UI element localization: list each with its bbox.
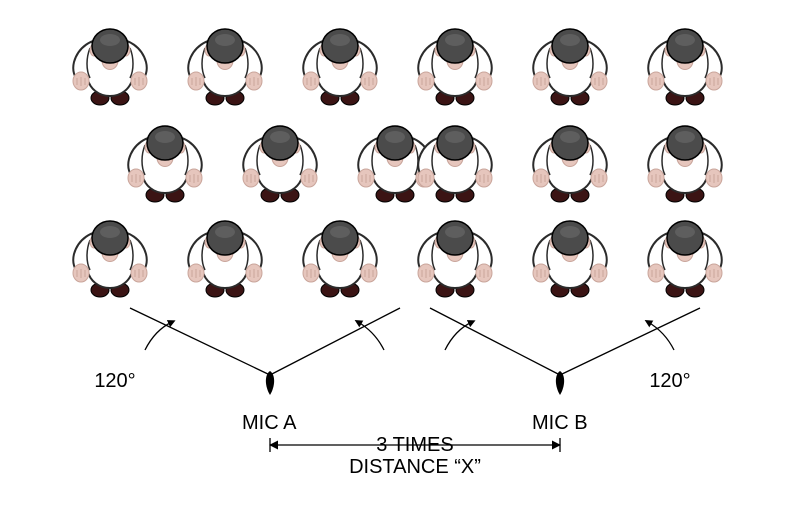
mic-a-icon xyxy=(266,371,274,395)
mic-b-angle-line-right xyxy=(560,308,700,375)
mic-b-angle-line-left xyxy=(430,308,560,375)
choir-person xyxy=(405,18,505,108)
choir-person xyxy=(520,18,620,108)
dimension-label-line1: 3 TIMES xyxy=(349,434,481,456)
dimension-label: 3 TIMESDISTANCE “X” xyxy=(349,434,481,478)
mic-a-arc-right xyxy=(358,322,384,350)
choir-person xyxy=(520,210,620,300)
mic-a-angle-line-right xyxy=(270,308,400,375)
diagram-stage: 120° 120° MIC A MIC B 3 TIMESDISTANCE “X” xyxy=(0,0,800,508)
mic-b-arc-left xyxy=(445,322,472,350)
mic-b-angle-label: 120° xyxy=(649,370,690,393)
mic-a-angle-label: 120° xyxy=(94,370,135,393)
mic-a-angle-line-left xyxy=(130,308,270,375)
choir-person xyxy=(635,115,735,205)
choir-person xyxy=(115,115,215,205)
choir-person xyxy=(290,18,390,108)
choir-person xyxy=(405,210,505,300)
mic-b-arc-right xyxy=(648,322,674,350)
choir-person xyxy=(290,210,390,300)
choir-person xyxy=(520,115,620,205)
choir-person xyxy=(60,210,160,300)
choir-person xyxy=(635,210,735,300)
choir-person xyxy=(60,18,160,108)
choir-person xyxy=(405,115,505,205)
choir-person xyxy=(175,18,275,108)
dimension-label-line2: DISTANCE “X” xyxy=(349,456,481,478)
choir-person xyxy=(635,18,735,108)
mic-a-arc-left xyxy=(145,322,172,350)
mic-a-name-label: MIC A xyxy=(242,412,296,435)
choir-person xyxy=(175,210,275,300)
choir-person xyxy=(230,115,330,205)
mic-b-icon xyxy=(556,371,564,395)
mic-b-name-label: MIC B xyxy=(532,412,588,435)
